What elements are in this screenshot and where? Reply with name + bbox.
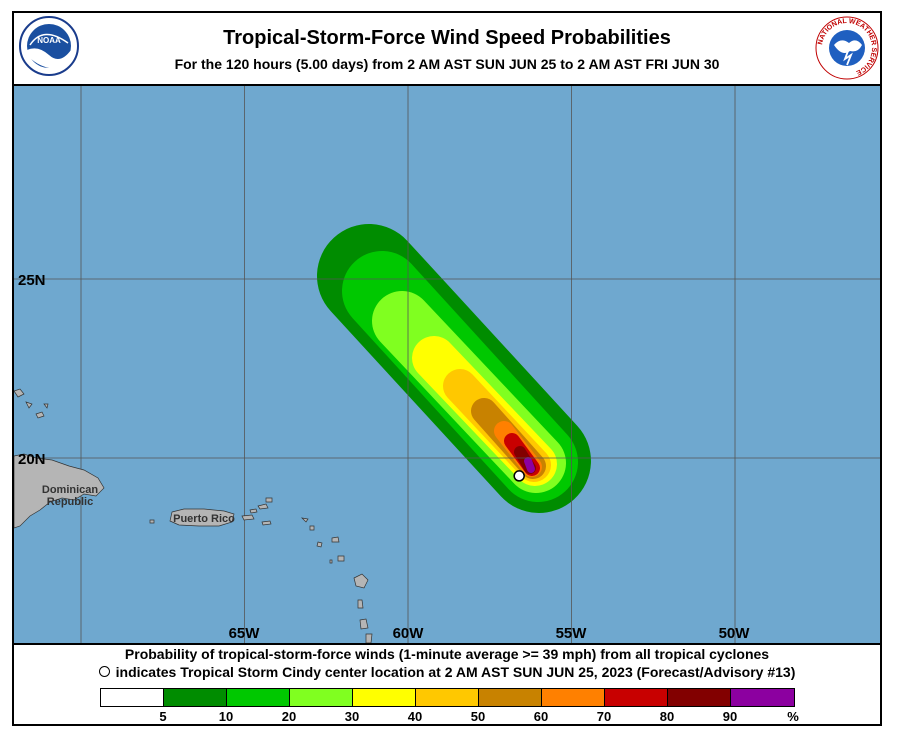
legend-swatch (416, 689, 479, 706)
island-vi-2 (265, 497, 273, 503)
legend-tick-label: 30 (344, 709, 360, 724)
hispaniola (14, 453, 105, 529)
lon-label-50w: 50W (719, 625, 751, 642)
place-label-dominican: Dominican (42, 484, 99, 496)
place-label-republic: Republic (47, 496, 93, 508)
island-stlucia (365, 633, 373, 643)
island-guadeloupe (353, 573, 369, 589)
lon-label-55w: 55W (556, 625, 588, 642)
island-tci-2 (43, 403, 49, 409)
legend-swatch (542, 689, 605, 706)
island-tci-1 (35, 411, 45, 419)
lat-lon-grid (14, 86, 880, 643)
island-bahamas-1 (14, 388, 25, 398)
legend-swatch (164, 689, 227, 706)
footer-center-note: indicates Tropical Storm Cindy center lo… (14, 664, 880, 680)
island-anguilla (300, 517, 309, 523)
island-montserrat (329, 559, 333, 564)
puerto-rico (169, 508, 235, 527)
island-vieques (241, 514, 255, 521)
island-dominica (357, 599, 364, 609)
chart-subtitle: For the 120 hours (5.00 days) from 2 AM … (174, 56, 720, 72)
lon-label-60w: 60W (393, 625, 425, 642)
center-symbol-icon (98, 666, 110, 677)
island-stmartin (309, 525, 315, 531)
chart-title: Tropical-Storm-Force Wind Speed Probabil… (223, 27, 671, 49)
lat-label-20n: 20N (18, 451, 46, 468)
legend-swatch (605, 689, 668, 706)
footer: Probability of tropical-storm-force wind… (14, 643, 880, 724)
island-culebra (249, 508, 258, 514)
map-panel: 25N 20N 65W 60W 55W 50W Dominican Republ… (14, 84, 880, 645)
color-legend (100, 688, 795, 707)
noaa-logo: NOAA (19, 16, 79, 76)
island-pr-west (149, 519, 155, 524)
probability-swath-layers (317, 224, 591, 513)
island-barbuda (331, 536, 340, 543)
nws-logo: NATIONAL WEATHER SERVICE (815, 16, 879, 80)
footer-description: Probability of tropical-storm-force wind… (124, 646, 770, 662)
header: NOAA Tropical-Storm-Force Wind Speed Pro… (12, 11, 882, 83)
legend-tick-label: 70 (596, 709, 612, 724)
land-masses (14, 388, 373, 643)
island-antigua (337, 555, 345, 562)
noaa-logo-text: NOAA (37, 36, 61, 45)
legend-swatch (479, 689, 542, 706)
island-stcroix (261, 520, 272, 526)
legend-tick-label: 5 (159, 709, 167, 724)
island-stkitts (316, 541, 323, 548)
place-label-puerto-rico: Puerto Rico (173, 513, 235, 525)
legend-tick-label: % (787, 709, 799, 724)
legend-tick-label: 60 (533, 709, 549, 724)
legend-tick-label: 10 (218, 709, 234, 724)
legend-swatch (101, 689, 164, 706)
lon-label-65w: 65W (229, 625, 261, 642)
map-canvas: 25N 20N 65W 60W 55W 50W Dominican Republ… (14, 86, 880, 643)
island-vi-1 (257, 503, 269, 510)
legend-swatch (668, 689, 731, 706)
legend-tick-labels: 5 10 20 30 40 50 60 70 80 90% (100, 709, 800, 725)
storm-center-marker (513, 470, 525, 482)
legend-swatch (290, 689, 353, 706)
footer-center-text: indicates Tropical Storm Cindy center lo… (115, 664, 796, 680)
legend-swatch (227, 689, 290, 706)
prob-contour-90 (524, 457, 535, 473)
legend-tick-label: 80 (659, 709, 675, 724)
lat-label-25n: 25N (18, 272, 46, 289)
legend-swatch (353, 689, 416, 706)
legend-tick-label: 20 (281, 709, 297, 724)
legend-swatch (731, 689, 794, 706)
legend-tick-label: 90 (722, 709, 738, 724)
legend-tick-label: 50 (470, 709, 486, 724)
island-bahamas-2 (25, 401, 33, 409)
legend-tick-label: 40 (407, 709, 423, 724)
island-martinique (359, 618, 369, 630)
